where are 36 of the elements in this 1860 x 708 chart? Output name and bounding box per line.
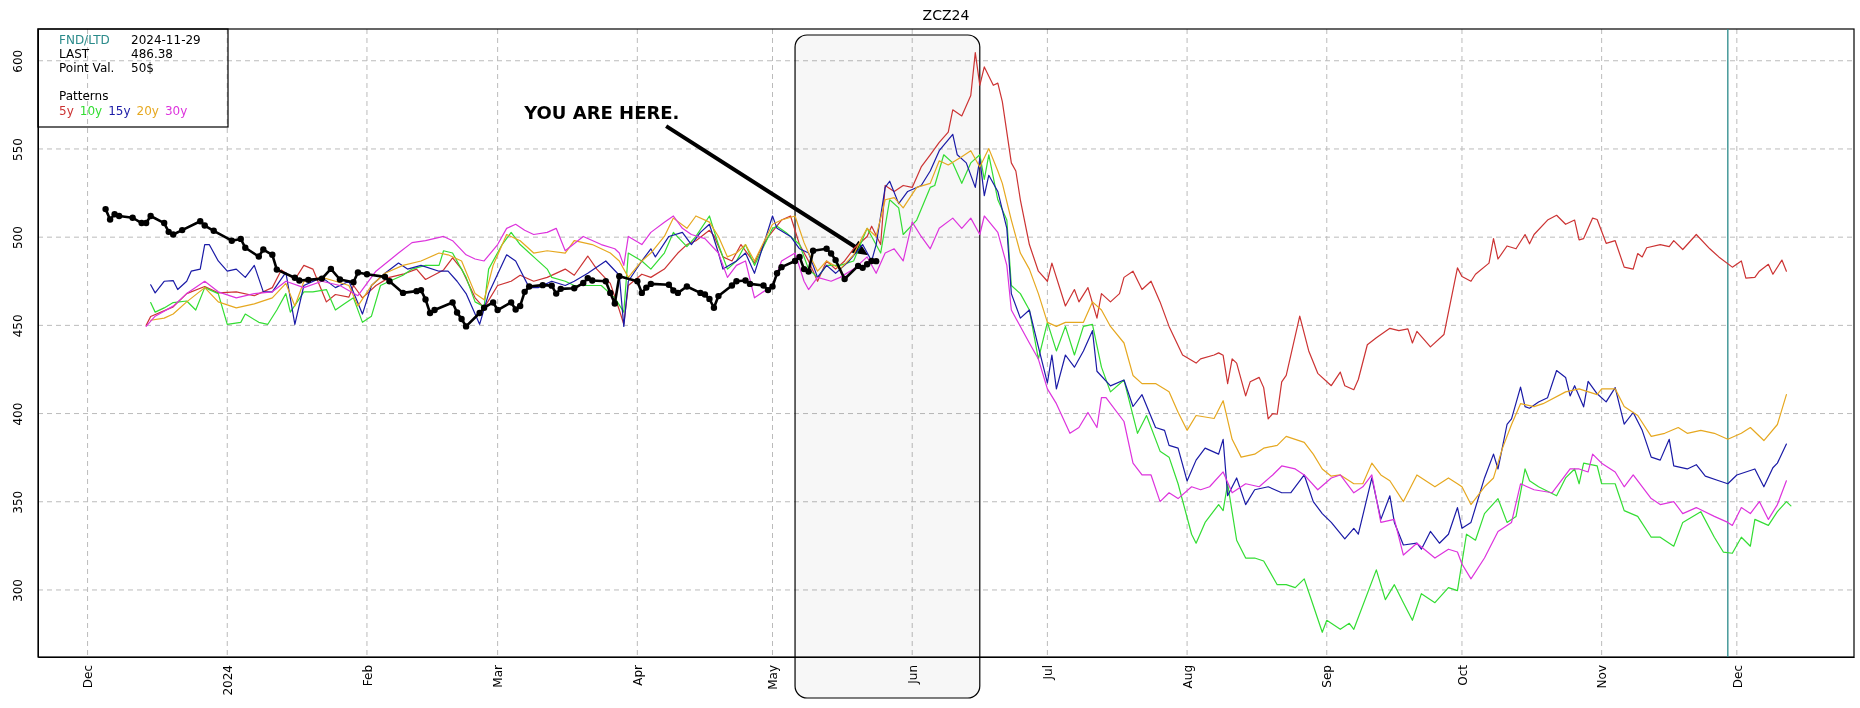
- y-tick-label: 600: [11, 49, 26, 73]
- x-tick-label: Sep: [1320, 665, 1335, 688]
- x-tick-label: Nov: [1595, 665, 1610, 689]
- line-series: [145, 215, 1788, 580]
- x-tick-label: Oct: [1455, 664, 1470, 686]
- y-tick-label: 500: [11, 226, 26, 250]
- x-tick-label: Aug: [1180, 665, 1195, 689]
- x-tick-label: Feb: [360, 665, 375, 687]
- legend-title: Patterns: [59, 89, 109, 103]
- x-tick-label: Mar: [491, 664, 506, 688]
- y-tick-label: 400: [11, 402, 26, 426]
- text: 10y: [79, 104, 103, 118]
- text: 20y: [136, 104, 159, 118]
- annotation: LAST: [59, 47, 90, 61]
- x-tick-label: Jul: [1041, 665, 1056, 681]
- text: 30y: [164, 104, 188, 118]
- x-tick-label: May: [766, 665, 781, 690]
- line-series: [150, 154, 1792, 633]
- y-tick-label: 450: [11, 314, 26, 338]
- annotation: Point Val.: [59, 61, 115, 75]
- chart-title: ZCZ24: [922, 7, 970, 23]
- x-tick-label: Apr: [631, 664, 646, 686]
- y-tick-label: 550: [11, 138, 26, 161]
- annotation: 2024-11-29: [131, 33, 201, 47]
- text: 5y: [59, 104, 74, 118]
- text: 15y: [108, 104, 131, 118]
- y-tick-label: 300: [11, 579, 26, 602]
- x-tick-label: Dec: [81, 665, 96, 689]
- annotation: 50$: [131, 61, 154, 75]
- annotation: 486.38: [131, 47, 173, 61]
- x-tick-label: Dec: [1730, 665, 1745, 689]
- annotation: FND/LTD: [59, 33, 110, 47]
- x-tick-label: Jun: [905, 665, 920, 685]
- annotation: YOU ARE HERE.: [523, 102, 680, 124]
- x-tick-label: 2024: [220, 665, 235, 696]
- y-tick-label: 350: [11, 490, 26, 514]
